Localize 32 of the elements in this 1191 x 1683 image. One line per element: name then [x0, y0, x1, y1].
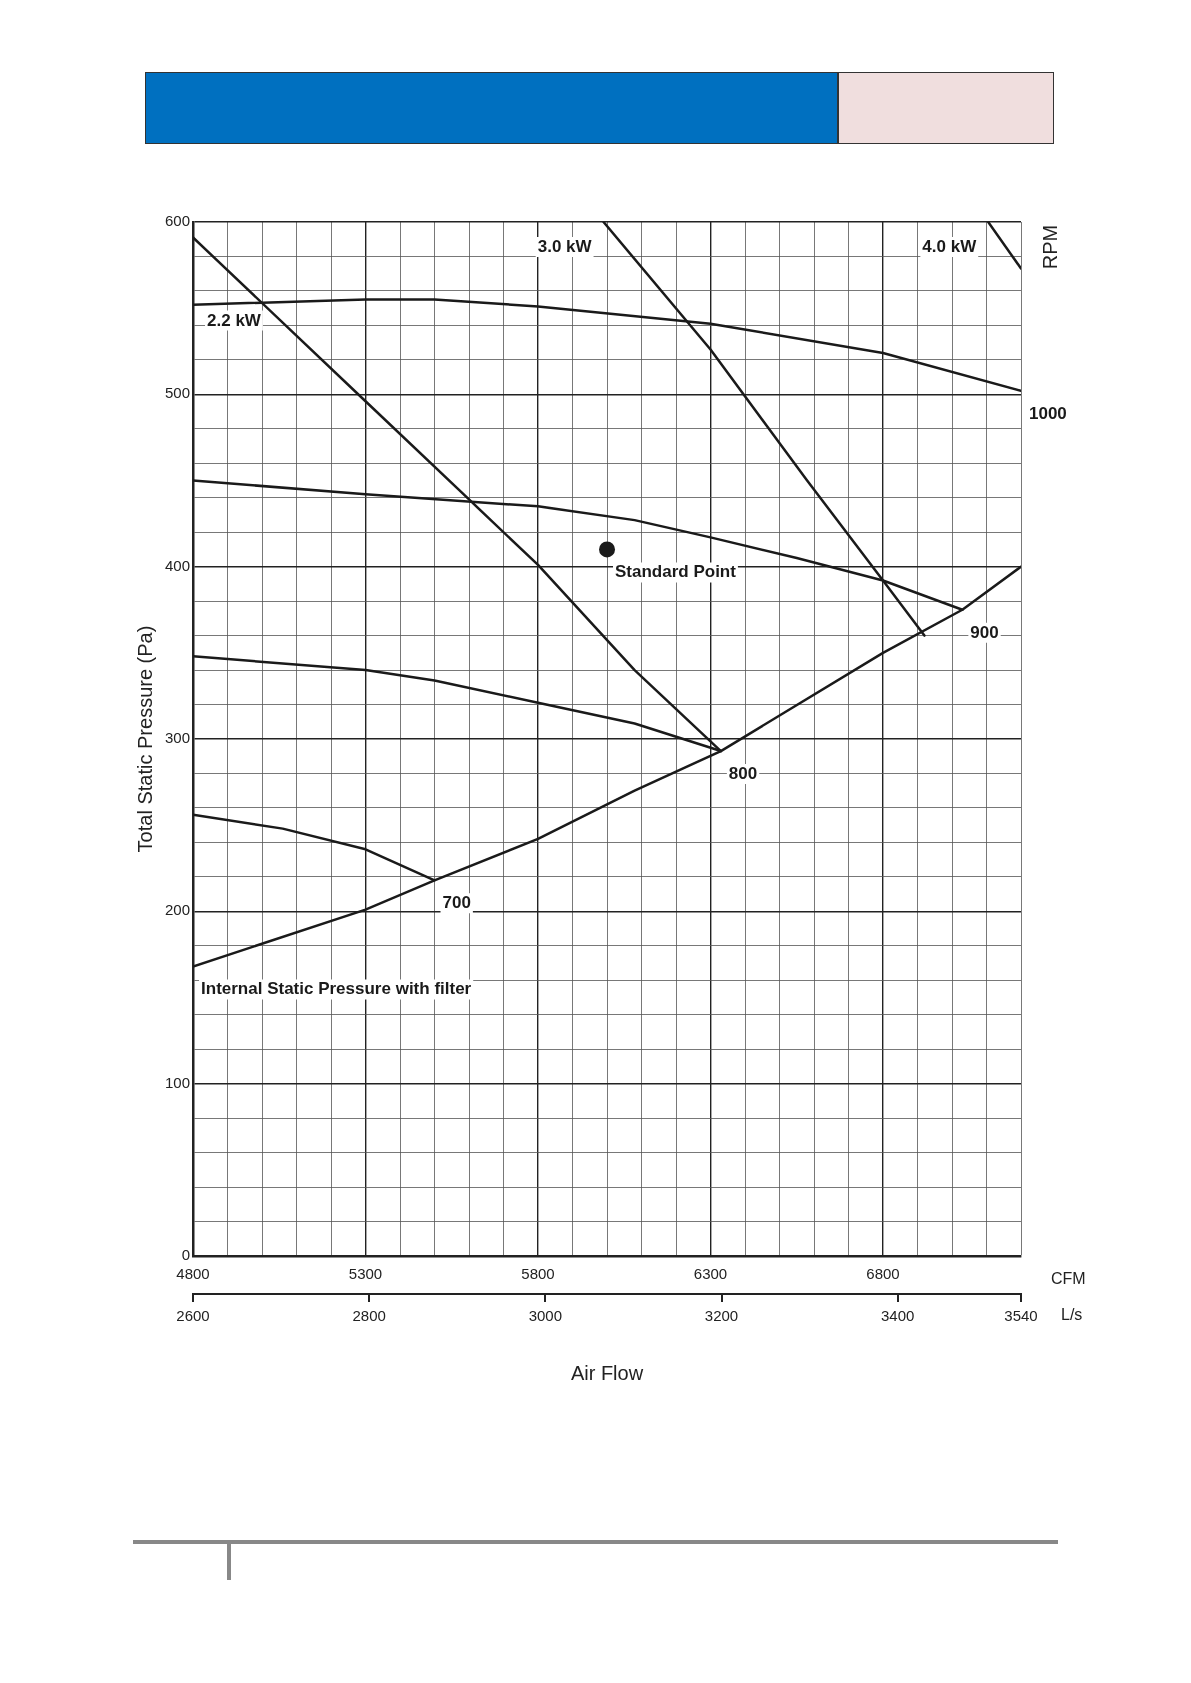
- series-label: 3.0 kW: [537, 237, 593, 256]
- series-label: Internal Static Pressure with filter: [201, 979, 472, 999]
- series-label: Standard Point: [615, 562, 737, 582]
- x2-tick-label: 3200: [704, 1307, 739, 1325]
- series-label: 900: [970, 622, 999, 642]
- x2-tick-label: 3540: [1004, 1307, 1038, 1325]
- series-label: 700: [442, 893, 471, 913]
- x-tick-label: 4800: [176, 1265, 210, 1283]
- x2-axis-title: L/s: [1061, 1306, 1083, 1324]
- series-label: 1000: [1029, 403, 1067, 423]
- y-tick-label: 0: [181, 1246, 191, 1264]
- text: CFM: [1051, 1270, 1086, 1288]
- x-tick-label: 6300: [693, 1265, 728, 1283]
- series-label: 2.2 kW: [207, 310, 262, 330]
- y-tick-label: 600: [165, 212, 191, 230]
- x2-tick-label: 3400: [881, 1307, 915, 1325]
- x-tick-label: 5800: [521, 1265, 555, 1283]
- x2-tick-label: 3000: [528, 1307, 563, 1325]
- x2-tick-label: 2800: [352, 1307, 386, 1325]
- x2-tick-label: 2600: [176, 1307, 210, 1325]
- text: RPM: [1038, 224, 1061, 270]
- x-tick-label: 5300: [348, 1265, 383, 1283]
- y-tick-label: 200: [165, 901, 191, 919]
- x-tick-label: 6800: [866, 1265, 900, 1283]
- y-tick-label: 400: [165, 556, 191, 574]
- series-label: 800: [728, 764, 758, 784]
- x-axis-title: Air Flow: [570, 1361, 644, 1384]
- y-tick-label: 300: [165, 729, 191, 747]
- series-label: 4.0 kW: [922, 237, 978, 256]
- y-axis-title: Total Static Pressure (Pa): [133, 625, 156, 853]
- y-tick-label: 100: [165, 1073, 191, 1091]
- y-tick-label: 500: [165, 384, 191, 402]
